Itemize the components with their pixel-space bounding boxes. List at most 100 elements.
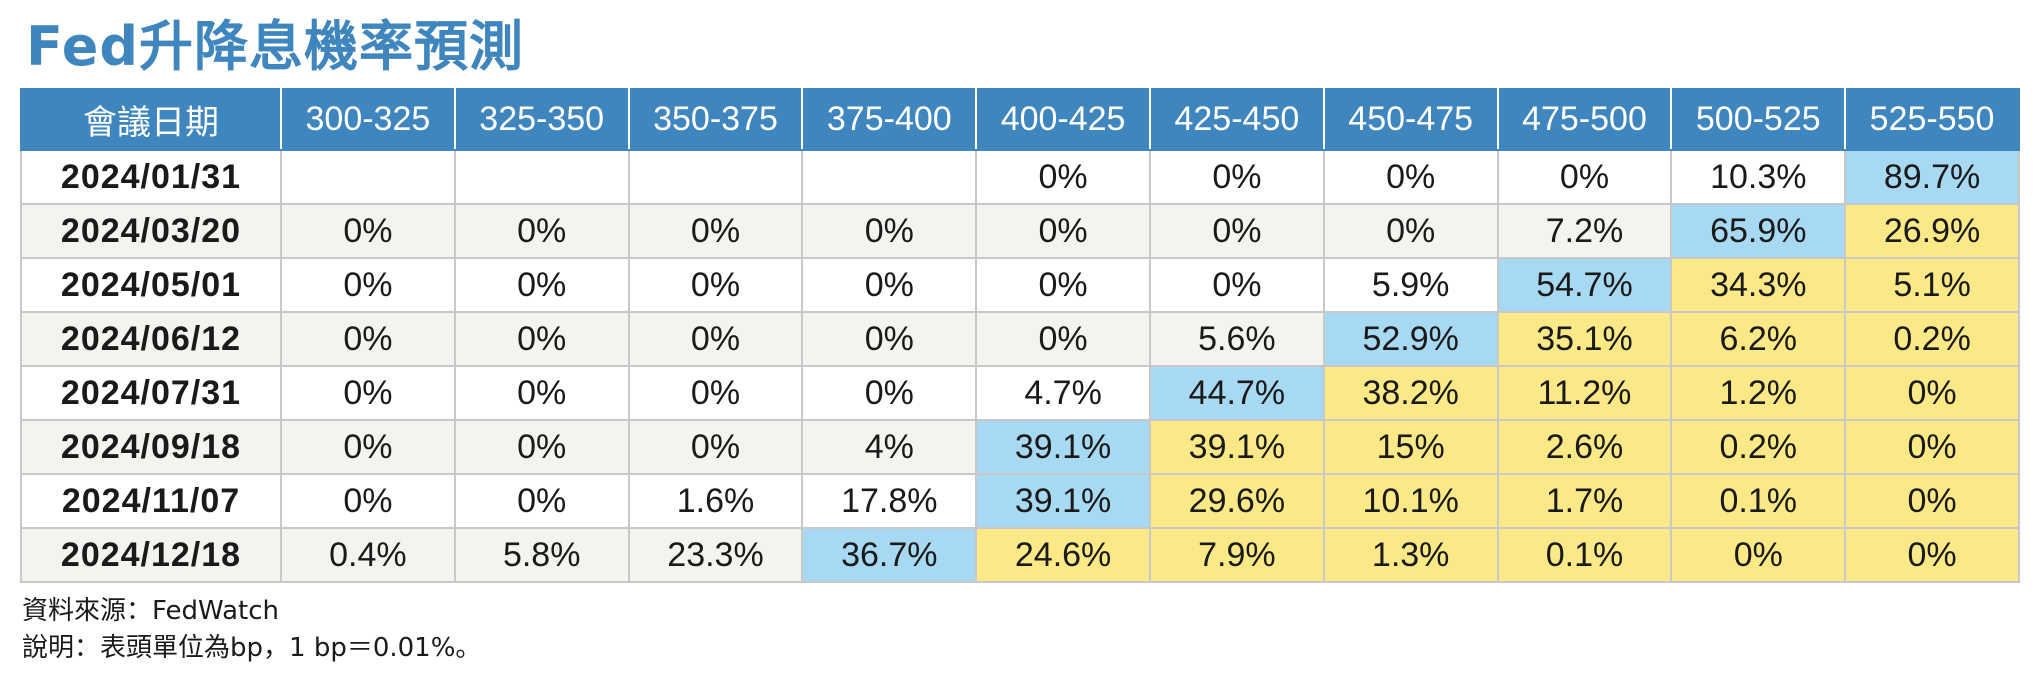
probability-cell: 0% bbox=[280, 419, 456, 475]
probability-cell: 39.1% bbox=[975, 473, 1151, 529]
column-header-date: 會議日期 bbox=[20, 88, 282, 151]
meeting-date-cell: 2024/01/31 bbox=[20, 149, 282, 205]
source-note: 資料來源：FedWatch bbox=[22, 596, 279, 626]
probability-cell: 0% bbox=[975, 257, 1151, 313]
probability-cell: 0.4% bbox=[280, 527, 456, 583]
probability-cell: 4.7% bbox=[975, 365, 1151, 421]
probability-cell: 5.6% bbox=[1148, 311, 1325, 367]
probability-cell: 1.3% bbox=[1322, 527, 1499, 583]
probability-cell: 26.9% bbox=[1844, 203, 2020, 259]
column-header-range: 300-325 bbox=[280, 88, 456, 151]
probability-cell bbox=[801, 149, 978, 205]
probability-cell: 10.1% bbox=[1322, 473, 1499, 529]
probability-cell: 0% bbox=[627, 365, 804, 421]
probability-cell: 0% bbox=[1148, 257, 1325, 313]
probability-cell: 38.2% bbox=[1322, 365, 1499, 421]
probability-cell: 0% bbox=[801, 203, 978, 259]
meeting-date-cell: 2024/07/31 bbox=[20, 365, 282, 421]
probability-cell: 0% bbox=[975, 149, 1151, 205]
probability-cell: 0.2% bbox=[1670, 419, 1847, 475]
probability-cell: 0% bbox=[453, 365, 630, 421]
probability-cell: 0.1% bbox=[1670, 473, 1847, 529]
probability-cell: 0% bbox=[1148, 149, 1325, 205]
table-row: 2024/07/31 0% 0% 0% 0% 4.7% 44.7% 38.2% 11.2% 1.2… bbox=[20, 365, 2020, 421]
probability-cell: 0% bbox=[627, 257, 804, 313]
probability-cell: 0% bbox=[280, 473, 456, 529]
column-header-range: 475-500 bbox=[1496, 88, 1673, 151]
probability-cell: 5.8% bbox=[453, 527, 630, 583]
probability-cell: 0% bbox=[1670, 527, 1847, 583]
table-row: 2024/05/01 0% 0% 0% 0% 0% 0% 5.9% 54.7% 34.3% 5.1% bbox=[20, 257, 2020, 313]
probability-cell: 5.1% bbox=[1844, 257, 2020, 313]
probability-cell: 89.7% bbox=[1844, 149, 2020, 205]
probability-cell: 0.1% bbox=[1496, 527, 1673, 583]
probability-cell: 10.3% bbox=[1670, 149, 1847, 205]
probability-cell: 0% bbox=[1322, 149, 1499, 205]
probability-cell: 17.8% bbox=[801, 473, 978, 529]
probability-cell: 0% bbox=[801, 257, 978, 313]
probability-cell: 34.3% bbox=[1670, 257, 1847, 313]
probability-cell: 0% bbox=[453, 419, 630, 475]
meeting-date-cell: 2024/09/18 bbox=[20, 419, 282, 475]
probability-cell: 1.6% bbox=[627, 473, 804, 529]
probability-cell: 0% bbox=[280, 257, 456, 313]
probability-cell: 0% bbox=[453, 473, 630, 529]
probability-cell: 0% bbox=[627, 203, 804, 259]
probability-cell: 5.9% bbox=[1322, 257, 1499, 313]
probability-cell: 0% bbox=[280, 311, 456, 367]
probability-cell: 0% bbox=[453, 311, 630, 367]
meeting-date-cell: 2024/11/07 bbox=[20, 473, 282, 529]
probability-cell: 0.2% bbox=[1844, 311, 2020, 367]
probability-cell: 7.9% bbox=[1148, 527, 1325, 583]
probability-cell: 1.2% bbox=[1670, 365, 1847, 421]
probability-cell: 35.1% bbox=[1496, 311, 1673, 367]
table-body: 2024/01/31 0% 0% 0% 0% 10.3% 89.7% 2024/03/20 0%… bbox=[20, 149, 2020, 583]
probability-cell: 0% bbox=[1844, 527, 2020, 583]
column-header-range: 500-525 bbox=[1670, 88, 1847, 151]
probability-cell: 0% bbox=[975, 311, 1151, 367]
probability-cell: 0% bbox=[1844, 419, 2020, 475]
probability-cell: 54.7% bbox=[1496, 257, 1673, 313]
meeting-date-cell: 2024/06/12 bbox=[20, 311, 282, 367]
probability-cell: 39.1% bbox=[1148, 419, 1325, 475]
probability-cell: 0% bbox=[1844, 365, 2020, 421]
probability-cell: 0% bbox=[975, 203, 1151, 259]
probability-cell: 29.6% bbox=[1148, 473, 1325, 529]
probability-cell: 11.2% bbox=[1496, 365, 1673, 421]
probability-cell: 7.2% bbox=[1496, 203, 1673, 259]
table-row: 2024/09/18 0% 0% 0% 4% 39.1% 39.1% 15% 2.6% 0.2% 0… bbox=[20, 419, 2020, 475]
probability-cell: 23.3% bbox=[627, 527, 804, 583]
table-row: 2024/03/20 0% 0% 0% 0% 0% 0% 0% 7.2% 65.9% 26.9% bbox=[20, 203, 2020, 259]
probability-cell: 44.7% bbox=[1148, 365, 1325, 421]
probability-cell bbox=[453, 149, 630, 205]
probability-cell: 0% bbox=[801, 365, 978, 421]
probability-cell: 0% bbox=[1322, 203, 1499, 259]
probability-cell: 0% bbox=[627, 311, 804, 367]
column-header-range: 325-350 bbox=[453, 88, 630, 151]
probability-cell: 0% bbox=[280, 203, 456, 259]
probability-cell: 2.6% bbox=[1496, 419, 1673, 475]
meeting-date-cell: 2024/12/18 bbox=[20, 527, 282, 583]
probability-cell: 0% bbox=[1496, 149, 1673, 205]
probability-cell: 1.7% bbox=[1496, 473, 1673, 529]
probability-cell: 0% bbox=[627, 419, 804, 475]
table-header-row: 會議日期 300-325 325-350 350-375 375-400 400-425… bbox=[20, 88, 2020, 151]
table-row: 2024/11/07 0% 0% 1.6% 17.8% 39.1% 29.6% 10.1% 1.… bbox=[20, 473, 2020, 529]
probability-cell: 6.2% bbox=[1670, 311, 1847, 367]
probability-cell: 65.9% bbox=[1670, 203, 1847, 259]
probability-cell bbox=[280, 149, 456, 205]
table-row: 2024/06/12 0% 0% 0% 0% 0% 5.6% 52.9% 35.1% 6.2% 0.… bbox=[20, 311, 2020, 367]
probability-cell: 36.7% bbox=[801, 527, 978, 583]
column-header-range: 450-475 bbox=[1322, 88, 1499, 151]
probability-cell bbox=[627, 149, 804, 205]
probability-cell: 52.9% bbox=[1322, 311, 1499, 367]
probability-cell: 0% bbox=[1148, 203, 1325, 259]
probability-cell: 24.6% bbox=[975, 527, 1151, 583]
column-header-range: 375-400 bbox=[801, 88, 978, 151]
column-header-range: 400-425 bbox=[975, 88, 1151, 151]
probability-cell: 0% bbox=[453, 257, 630, 313]
column-header-range: 525-550 bbox=[1844, 88, 2020, 151]
unit-note: 說明：表頭單位為bp，1 bp＝0.01%。 bbox=[22, 633, 482, 663]
meeting-date-cell: 2024/05/01 bbox=[20, 257, 282, 313]
column-header-range: 425-450 bbox=[1148, 88, 1325, 151]
